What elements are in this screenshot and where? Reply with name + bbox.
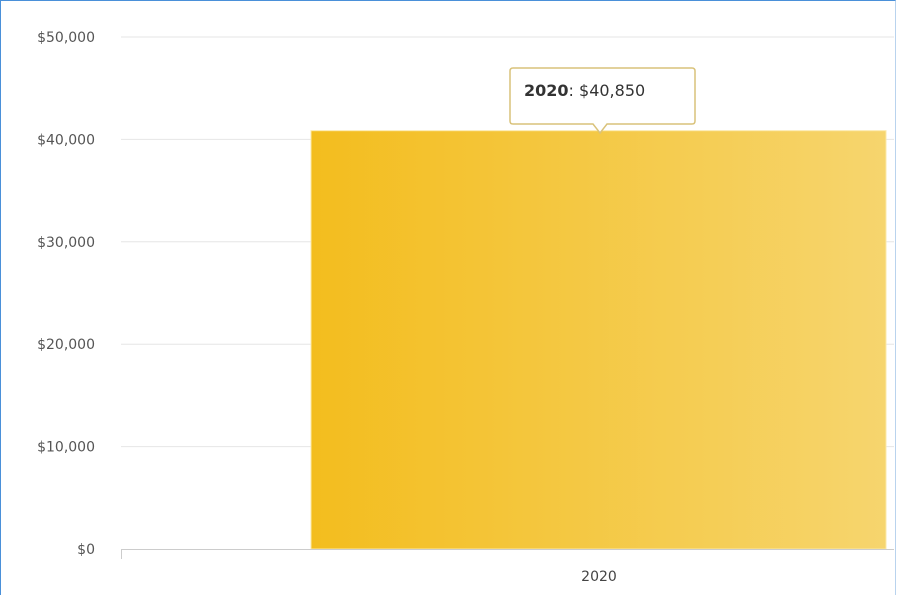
y-tick-label: $30,000 — [37, 235, 95, 251]
bar[interactable] — [310, 130, 887, 550]
tooltip-value: $40,850 — [579, 81, 645, 100]
tooltip-box — [509, 67, 696, 135]
y-axis-tick-labels: $0 $10,000 $20,000 $30,000 $40,000 $50,000 — [37, 30, 95, 558]
y-tick-label: $20,000 — [37, 337, 95, 353]
tooltip-category: 2020 — [524, 81, 569, 100]
x-axis — [121, 549, 894, 559]
bars — [310, 130, 887, 550]
bar-tooltip: 2020: $40,850 — [509, 67, 696, 135]
x-tick-label: 2020 — [581, 569, 617, 585]
y-tick-label: $0 — [77, 542, 95, 558]
tooltip-separator: : — [569, 81, 579, 100]
y-tick-label: $50,000 — [37, 30, 95, 46]
y-tick-label: $40,000 — [37, 132, 95, 148]
x-axis-tick-labels: 2020 — [581, 569, 617, 585]
y-tick-label: $10,000 — [37, 440, 95, 456]
tooltip-text: 2020: $40,850 — [524, 81, 645, 100]
